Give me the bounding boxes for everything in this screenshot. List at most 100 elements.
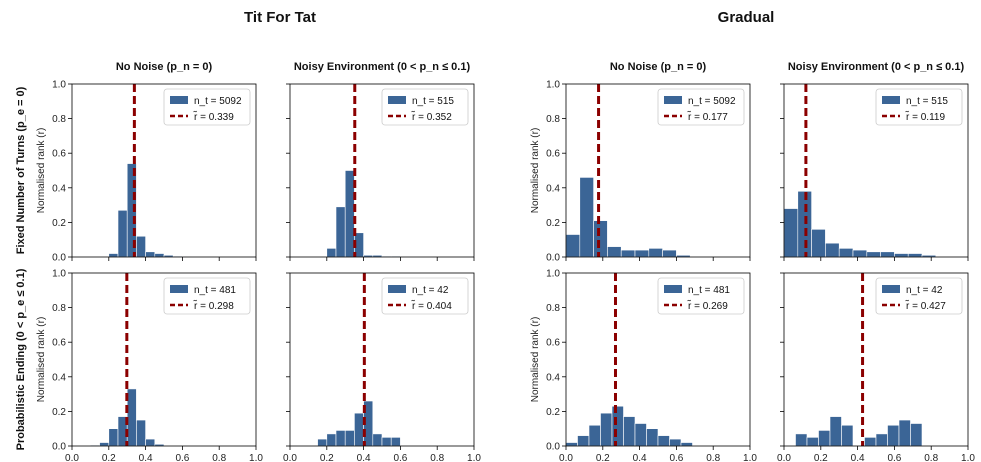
histogram-bar bbox=[600, 412, 613, 447]
histogram-panel: 0.0 0.2 0.4 0.6 0.8 1.0 0.0 0.2 0.4 0.6 0.8 1.0 Norm… bbox=[36, 269, 263, 462]
axes-frame bbox=[565, 83, 751, 258]
x-tick-label: 0.4 bbox=[357, 453, 371, 462]
x-tick-label: 0.2 bbox=[320, 453, 334, 462]
histogram-bar bbox=[565, 234, 581, 258]
x-tick-label: 0.0 bbox=[777, 453, 791, 462]
histogram-bar bbox=[354, 412, 364, 447]
x-tick-label: 0.8 bbox=[924, 453, 938, 462]
y-tick-label: 0.8 bbox=[52, 303, 66, 314]
column-titles: No Noise (p_n = 0) Noisy Environment (0 <… bbox=[116, 61, 965, 73]
panels: 0.0 0.2 0.4 0.6 0.8 1.0 Normalised rank (r) n_t… bbox=[36, 80, 975, 462]
y-tick-label: 1.0 bbox=[52, 269, 66, 280]
axes-frame bbox=[565, 272, 751, 447]
column-title: No Noise (p_n = 0) bbox=[610, 61, 707, 73]
legend-n-label: n_t = 515 bbox=[412, 96, 454, 107]
x-tick-label: 0.8 bbox=[212, 453, 226, 462]
histogram-panel: n_t = 515 r̃ = 0.119 bbox=[780, 83, 969, 261]
legend: n_t = 42 r̃ = 0.427 bbox=[875, 277, 963, 315]
legend-swatch-bar bbox=[882, 96, 900, 104]
y-tick-label: 0.2 bbox=[52, 218, 66, 229]
y-tick-label: 1.0 bbox=[546, 80, 560, 91]
x-tick-label: 0.4 bbox=[139, 453, 153, 462]
y-tick-label: 0.4 bbox=[52, 372, 66, 383]
legend-swatch-bar bbox=[388, 96, 406, 104]
x-tick-label: 0.2 bbox=[814, 453, 828, 462]
histogram-bar bbox=[795, 433, 808, 447]
histogram-bar bbox=[825, 242, 840, 258]
legend-n-label: n_t = 481 bbox=[688, 285, 730, 296]
histogram-bar bbox=[894, 253, 909, 258]
axes-frame bbox=[289, 83, 475, 258]
histogram-bar bbox=[136, 419, 146, 447]
histogram-bar bbox=[669, 438, 682, 447]
y-tick-label: 0.8 bbox=[52, 114, 66, 125]
legend-swatch-bar bbox=[170, 285, 188, 293]
histogram-bar bbox=[841, 424, 854, 447]
y-tick-label: 0.0 bbox=[546, 253, 560, 264]
axes-frame bbox=[71, 83, 257, 258]
axes-frame bbox=[783, 83, 969, 258]
legend-median-label: r̃ = 0.119 bbox=[905, 110, 946, 123]
histogram-bar bbox=[620, 249, 636, 258]
histogram-bar bbox=[662, 249, 677, 258]
histogram-bar bbox=[108, 253, 119, 258]
x-tick-label: 0.4 bbox=[633, 453, 647, 462]
x-tick-label: 0.6 bbox=[887, 453, 901, 462]
y-tick-label: 0.4 bbox=[52, 183, 66, 194]
legend-swatch-bar bbox=[170, 96, 188, 104]
histogram-bar bbox=[588, 424, 601, 447]
x-tick-label: 1.0 bbox=[743, 453, 757, 462]
legend-n-label: n_t = 481 bbox=[194, 285, 236, 296]
legend-n-label: n_t = 42 bbox=[906, 285, 943, 296]
histogram-bar bbox=[344, 430, 355, 447]
histogram-bar bbox=[648, 248, 663, 258]
histogram-bar bbox=[108, 428, 119, 447]
histogram-bar bbox=[126, 388, 137, 447]
column-title: Noisy Environment (0 < p_n ≤ 0.1) bbox=[294, 61, 471, 73]
histogram-bar bbox=[577, 435, 590, 447]
legend-median-label: r̃ = 0.427 bbox=[905, 299, 947, 312]
y-tick-label: 0.2 bbox=[546, 407, 560, 418]
row-labels: Fixed Number of Turns (p_e = 0) Probabili… bbox=[15, 86, 27, 450]
histogram-bar bbox=[335, 430, 346, 447]
x-tick-label: 0.2 bbox=[596, 453, 610, 462]
histogram-bar bbox=[852, 249, 868, 258]
histogram-bar bbox=[811, 229, 826, 258]
row-title: Probabilistic Ending (0 < p_e ≤ 0.1) bbox=[15, 268, 27, 450]
histogram-bar bbox=[611, 405, 624, 447]
histogram-bar bbox=[390, 437, 401, 447]
group-title-gradual: Gradual bbox=[718, 9, 775, 26]
histogram-bar bbox=[634, 249, 650, 258]
histogram-bar bbox=[344, 170, 355, 258]
histogram-bar bbox=[634, 423, 647, 447]
histogram-bar bbox=[783, 208, 799, 258]
histogram-bar bbox=[579, 177, 594, 258]
legend-median-label: r̃ = 0.177 bbox=[687, 110, 729, 123]
histogram-bar bbox=[907, 253, 923, 258]
y-tick-label: 0.4 bbox=[546, 372, 560, 383]
histogram-bar bbox=[99, 442, 110, 447]
histogram-bar bbox=[910, 423, 923, 447]
histogram-bar bbox=[372, 433, 383, 447]
x-tick-label: 0.6 bbox=[669, 453, 683, 462]
histogram-bar bbox=[818, 430, 831, 447]
histogram-panel: n_t = 515 r̃ = 0.352 bbox=[286, 83, 475, 261]
y-axis-label: Normalised rank (r) bbox=[530, 317, 541, 403]
x-tick-label: 1.0 bbox=[961, 453, 975, 462]
histogram-bar bbox=[864, 437, 877, 447]
histogram-bar bbox=[623, 416, 636, 447]
x-tick-label: 0.4 bbox=[851, 453, 865, 462]
x-tick-label: 1.0 bbox=[467, 453, 481, 462]
y-tick-label: 0.2 bbox=[52, 407, 66, 418]
histogram-panel: 0.0 0.2 0.4 0.6 0.8 1.0 Normalised rank (r) n_t… bbox=[36, 80, 257, 264]
histogram-bar bbox=[607, 246, 622, 258]
x-tick-label: 0.8 bbox=[430, 453, 444, 462]
row-title: Fixed Number of Turns (p_e = 0) bbox=[15, 86, 27, 254]
x-tick-label: 0.8 bbox=[706, 453, 720, 462]
legend: n_t = 5092 r̃ = 0.177 bbox=[657, 88, 745, 126]
legend-median-label: r̃ = 0.339 bbox=[193, 110, 235, 123]
y-tick-label: 0.8 bbox=[546, 114, 560, 125]
histogram-panel: 0.0 0.2 0.4 0.6 0.8 1.0 Normalised rank (r) n_t… bbox=[530, 80, 751, 264]
legend-n-label: n_t = 5092 bbox=[194, 96, 242, 107]
histogram-bar bbox=[887, 424, 900, 447]
